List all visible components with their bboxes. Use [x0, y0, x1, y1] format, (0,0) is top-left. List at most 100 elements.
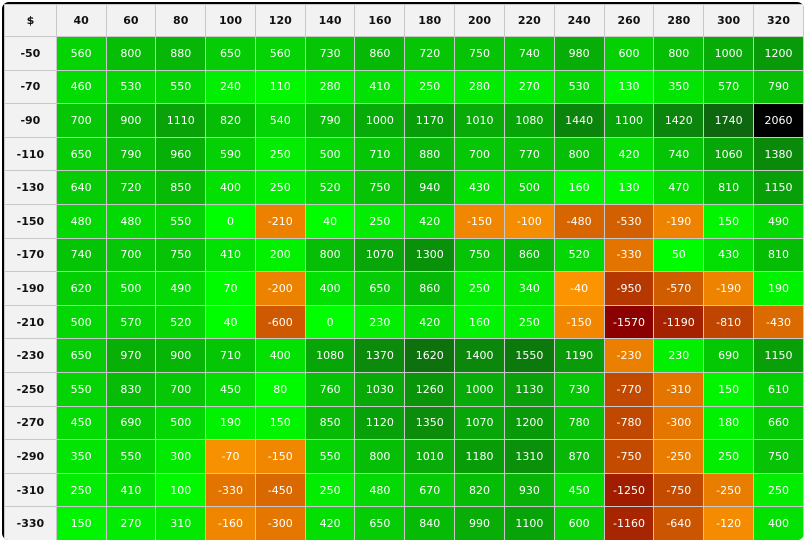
value-cell: 520	[304, 170, 356, 205]
row-header-cell: -70	[4, 69, 57, 105]
column-header-row: $ 40 60 80 100 120 140 160 180 200 220 240 260 280 30…	[4, 4, 804, 37]
value-cell: 2060	[753, 103, 804, 138]
value-cell: 100	[155, 472, 207, 508]
value-cell: 540	[254, 103, 306, 138]
value-cell: -150	[553, 304, 605, 340]
value-cell: 500	[503, 170, 555, 205]
value-cell: 270	[105, 506, 157, 540]
row-header-cell: -190	[4, 271, 57, 306]
value-cell: 1400	[454, 338, 505, 373]
value-cell: 250	[753, 472, 804, 508]
value-cell: 650	[354, 271, 406, 306]
value-cell: 1740	[703, 103, 755, 138]
value-cell: 1550	[503, 338, 555, 373]
value-cell: -1570	[603, 304, 655, 340]
value-cell: -1160	[603, 506, 655, 540]
value-cell: 50	[653, 237, 705, 273]
value-cell: 850	[304, 405, 356, 441]
value-cell: 1190	[553, 338, 605, 373]
value-cell: 750	[155, 237, 207, 273]
column-header-cell: 280	[653, 4, 705, 37]
value-cell: -250	[653, 439, 705, 474]
value-cell: 150	[703, 203, 755, 239]
value-cell: 250	[703, 439, 755, 474]
value-cell: 0	[205, 203, 256, 239]
value-cell: 640	[55, 170, 107, 205]
value-cell: -430	[753, 304, 804, 340]
value-cell: 450	[205, 371, 256, 407]
value-cell: 880	[404, 136, 456, 172]
value-cell: 480	[354, 472, 406, 508]
value-cell: 770	[503, 136, 555, 172]
value-cell: 160	[553, 170, 605, 205]
row-header-cell: -170	[4, 237, 57, 273]
value-cell: 720	[404, 36, 456, 71]
value-cell: 800	[553, 136, 605, 172]
table-row: -290 350 550 300 -70 -150 550 800 1010 1180 1310 87…	[4, 439, 804, 474]
value-cell: 820	[454, 472, 505, 508]
value-cell: 410	[205, 237, 256, 273]
value-cell: 250	[254, 136, 306, 172]
value-cell: 230	[354, 304, 406, 340]
value-cell: 1200	[503, 405, 555, 441]
value-cell: 520	[553, 237, 605, 273]
value-cell: -300	[653, 405, 705, 441]
column-header-cell: 160	[354, 4, 406, 37]
value-cell: 860	[404, 271, 456, 306]
table-row: -270 450 690 500 190 150 850 1120 1350 1070 1200 78…	[4, 405, 804, 441]
value-cell: 550	[105, 439, 157, 474]
value-cell: 160	[454, 304, 505, 340]
value-cell: 350	[653, 69, 705, 105]
value-cell: 500	[155, 405, 207, 441]
table-row: -310 250 410 100 -330 -450 250 480 670 820 930 450-…	[4, 472, 804, 508]
value-cell: -310	[653, 371, 705, 407]
table-row: -170 740 700 750 410 200 800 1070 1300 750 860 520-…	[4, 237, 804, 273]
value-cell: 1200	[753, 36, 804, 71]
value-cell: 720	[105, 170, 157, 205]
value-cell: 480	[105, 203, 157, 239]
value-cell: 550	[155, 69, 207, 105]
table-row: -110 650 790 960 590 250 500 710 880 700 770 800 420…	[4, 136, 804, 172]
value-cell: 810	[703, 170, 755, 205]
value-cell: 1260	[404, 371, 456, 407]
value-cell: 530	[553, 69, 605, 105]
value-cell: 930	[503, 472, 555, 508]
value-cell: 750	[354, 170, 406, 205]
value-cell: 850	[155, 170, 207, 205]
value-cell: 1070	[454, 405, 505, 441]
value-cell: 1000	[454, 371, 505, 407]
value-cell: 180	[703, 405, 755, 441]
value-cell: 620	[55, 271, 107, 306]
value-cell: 420	[304, 506, 356, 540]
value-cell: -150	[454, 203, 505, 239]
table-row: -210 500 570 520 40 -600 0 230 420 160 250 -150 -157…	[4, 304, 804, 340]
value-cell: 70	[205, 271, 256, 306]
column-header-cell: 140	[304, 4, 356, 37]
value-cell: 310	[155, 506, 207, 540]
value-cell: 980	[553, 36, 605, 71]
value-cell: 420	[404, 304, 456, 340]
value-cell: 880	[155, 36, 207, 71]
value-cell: 650	[205, 36, 256, 71]
value-cell: 480	[55, 203, 107, 239]
value-cell: 790	[105, 136, 157, 172]
value-cell: -70	[205, 439, 256, 474]
column-header-cell: 120	[254, 4, 306, 37]
table-row: -90 700 900 1110 820 540 790 1000 1170 1010 1080 14…	[4, 103, 804, 138]
value-cell: 250	[503, 304, 555, 340]
value-cell: 490	[753, 203, 804, 239]
value-cell: 130	[603, 170, 655, 205]
value-cell: 1010	[404, 439, 456, 474]
value-cell: 740	[55, 237, 107, 273]
value-cell: 1080	[503, 103, 555, 138]
value-cell: 830	[105, 371, 157, 407]
value-cell: -210	[254, 203, 306, 239]
value-cell: 810	[753, 237, 804, 273]
value-cell: 430	[703, 237, 755, 273]
value-cell: 250	[304, 472, 356, 508]
value-cell: -570	[653, 271, 705, 306]
value-cell: 560	[55, 36, 107, 71]
table-row: -150 480 480 550 0 -210 40 250 420 -150 -100 -480 -5…	[4, 203, 804, 239]
value-cell: 700	[105, 237, 157, 273]
